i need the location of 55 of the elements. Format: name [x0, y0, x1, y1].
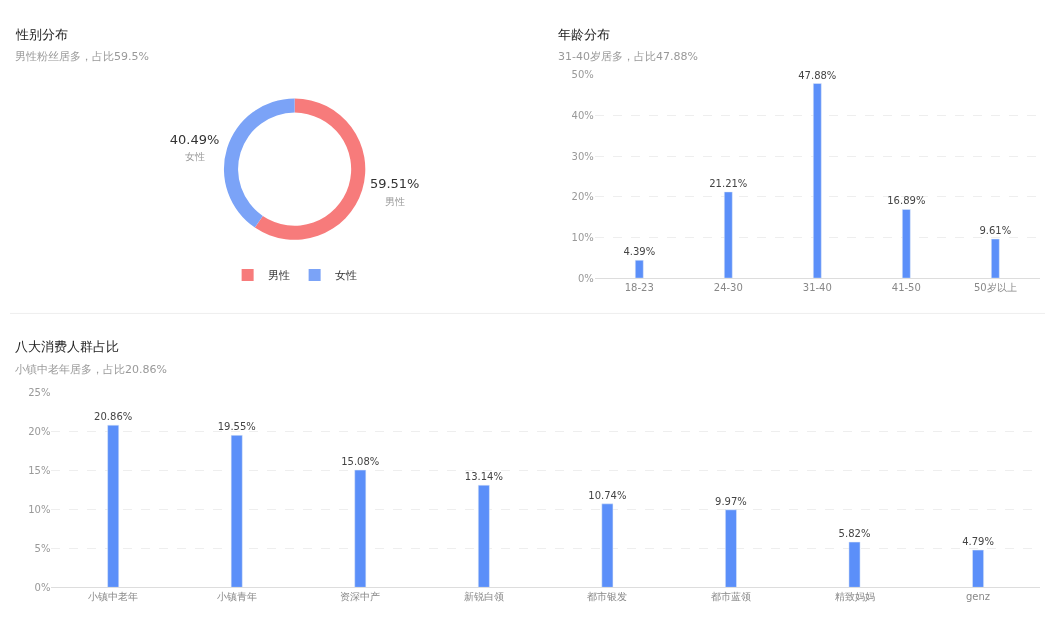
text: 性别分布: [15, 27, 68, 42]
x-tick-label: 小镇青年: [216, 591, 257, 603]
y-tick-label: 5%: [34, 542, 51, 554]
x-tick-label: 资深中产: [340, 591, 381, 603]
x-tick-label: 精致妈妈: [834, 591, 875, 603]
chart-title: 年龄分布: [558, 27, 610, 42]
y-tick-label: 25%: [28, 387, 51, 399]
x-tick-label: 小镇中老年: [88, 591, 139, 603]
x-tick-label: 24-30: [713, 282, 743, 294]
y-tick-label: 30%: [571, 150, 594, 162]
x-tick-label: 50岁以上: [973, 282, 1017, 294]
x-tick-label: 新锐白领: [463, 591, 504, 603]
data-label: 47.88%: [798, 69, 837, 81]
y-tick-label: 50%: [571, 69, 594, 81]
x-tick-label: 都市银发: [587, 591, 628, 603]
data-label: 4.79%: [962, 536, 994, 548]
x-tick-label: 41-50: [891, 282, 921, 294]
x-tick-label: genz: [966, 591, 991, 603]
y-tick-label: 0%: [34, 581, 51, 593]
x-tick-label: 31-40: [802, 282, 832, 294]
data-label: 4.39%: [623, 246, 656, 258]
bar: [635, 260, 644, 279]
chart-subtitle: 31-40岁居多，占比47.88%: [558, 50, 698, 63]
x-tick-label: 都市蓝领: [710, 591, 751, 603]
legend-label: 男性: [267, 269, 290, 283]
y-tick-label: 10%: [571, 231, 594, 243]
data-label: 16.89%: [887, 195, 926, 207]
y-tick-label: 0%: [577, 272, 594, 284]
x-tick-label: 18-23: [624, 282, 654, 294]
donut-slice: [254, 98, 366, 240]
data-label: 10.74%: [588, 489, 627, 501]
data-label: 15.08%: [341, 456, 380, 468]
y-tick-label: 40%: [571, 110, 594, 122]
data-label: 20.86%: [94, 411, 133, 423]
donut-slice: [224, 98, 295, 228]
y-tick-label: 15%: [28, 465, 51, 477]
slice-label: 男性: [384, 195, 405, 207]
y-tick-label: 20%: [571, 191, 594, 203]
chart-subtitle: 小镇中老年居多，占比20.86%: [15, 363, 167, 376]
y-tick-label: 20%: [28, 426, 51, 438]
bar: [354, 469, 367, 588]
data-label: 19.55%: [217, 421, 256, 433]
data-label: 21.21%: [709, 177, 748, 189]
data-label: 40.49%: [169, 131, 220, 147]
chart-title: 八大消费人群占比: [15, 339, 119, 354]
slice-label: 女性: [184, 151, 205, 163]
y-tick-label: 10%: [28, 504, 51, 516]
legend-label: 女性: [334, 269, 357, 283]
data-label: 59.51%: [369, 175, 420, 191]
bar: [230, 435, 243, 588]
data-label: 13.14%: [464, 471, 503, 483]
data-label: 9.97%: [715, 495, 747, 507]
data-label: 5.82%: [838, 528, 871, 540]
text: 男性粉丝居多，占比59.5%: [15, 50, 149, 63]
data-label: 9.61%: [979, 225, 1012, 237]
